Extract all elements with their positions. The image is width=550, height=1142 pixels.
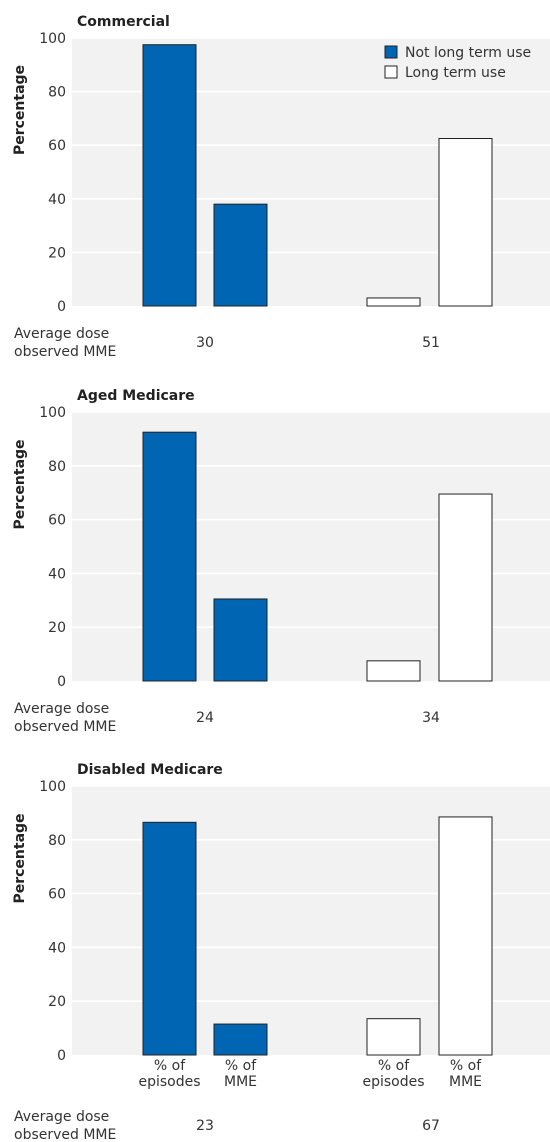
y-tick-label: 20 [48,994,66,1010]
average-dose-value: 51 [422,335,440,351]
average-dose-value: 30 [196,335,214,351]
average-dose-label: Average dose [14,326,109,342]
category-label: % of [378,1058,410,1074]
average-dose-label: observed MME [14,344,116,360]
y-tick-label: 40 [48,192,66,208]
y-tick-label: 100 [39,405,66,421]
y-tick-label: 60 [48,138,66,154]
category-label: episodes [138,1074,200,1090]
bar [438,816,493,1056]
y-tick-label: 0 [57,1048,66,1064]
y-axis-label: Percentage [12,65,28,155]
legend-label: Long term use [405,65,506,81]
y-tick-label: 20 [48,245,66,261]
category-label: % of [154,1058,186,1074]
legend-swatch [384,65,398,79]
y-tick-label: 60 [48,513,66,529]
y-tick-label: 20 [48,620,66,636]
y-tick-label: 60 [48,887,66,903]
y-axis-label: Percentage [12,439,28,529]
bar [142,821,197,1056]
bar [213,203,268,307]
average-dose-value: 34 [422,710,440,726]
category-label: % of [450,1058,482,1074]
y-tick-label: 40 [48,940,66,956]
y-tick-label: 80 [48,85,66,101]
bar [438,493,493,682]
bar [366,1018,421,1056]
legend-label: Not long term use [405,45,531,61]
panel-title: Commercial [77,14,170,30]
y-tick-label: 40 [48,566,66,582]
average-dose-value: 67 [422,1118,440,1134]
chart-panel: 0 20 40 60 80 100 Disabled Medicare Percentage%… [12,762,550,1142]
y-tick-label: 100 [39,31,66,47]
average-dose-label: Average dose [14,1109,109,1125]
legend-swatch [384,45,398,59]
panel-title: Aged Medicare [77,388,195,404]
chart-panel: 0 20 40 60 80 100 Commercial Percentage 30 51 Aver… [12,14,550,360]
average-dose-label: observed MME [14,719,116,735]
average-dose-value: 23 [196,1118,214,1134]
bar [142,431,197,682]
y-tick-label: 0 [57,674,66,690]
category-label: MME [224,1074,257,1090]
bar [213,598,268,682]
y-tick-label: 100 [39,779,66,795]
average-dose-label: observed MME [14,1127,116,1142]
y-axis-label: Percentage [12,813,28,903]
y-tick-label: 80 [48,459,66,475]
average-dose-value: 24 [196,710,214,726]
bar [142,44,197,307]
category-label: MME [449,1074,482,1090]
y-tick-label: 80 [48,833,66,849]
bar [366,660,421,682]
category-label: % of [225,1058,257,1074]
bar [438,138,493,307]
y-tick-label: 0 [57,299,66,315]
bar [213,1023,268,1056]
category-label: episodes [362,1074,424,1090]
average-dose-label: Average dose [14,701,109,717]
legend: Not long term use Long term use [384,45,531,81]
bar [366,297,421,307]
panel-title: Disabled Medicare [77,762,223,778]
chart-panel: 0 20 40 60 80 100 Aged Medicare Percentage 24 34 A… [12,388,550,735]
